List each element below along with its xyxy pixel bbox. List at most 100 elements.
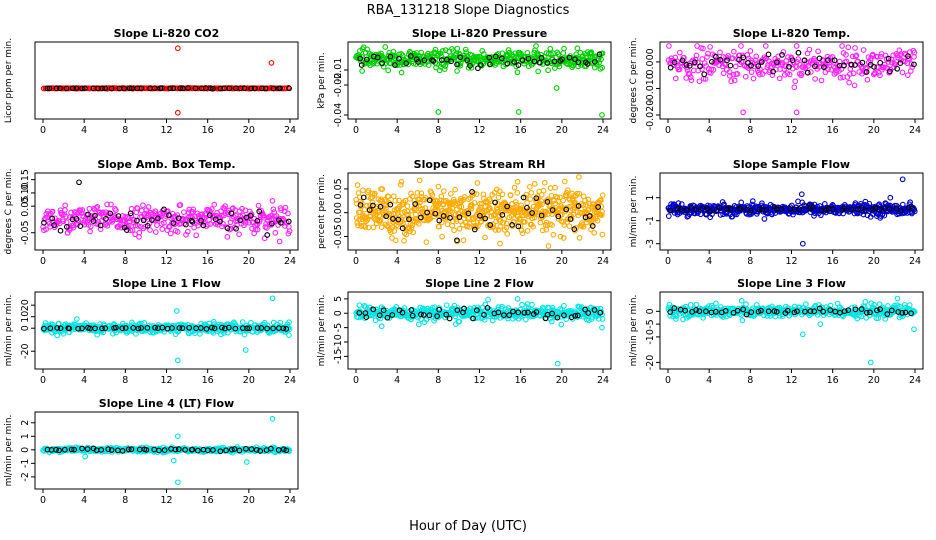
outlier-point xyxy=(899,176,906,183)
data-point xyxy=(268,220,275,227)
x-tick-label: 4 xyxy=(706,256,712,267)
data-point xyxy=(524,49,531,56)
panel-frame xyxy=(659,291,924,370)
data-point xyxy=(77,223,84,230)
data-point xyxy=(499,55,505,62)
panel-points xyxy=(40,295,293,364)
x-tick-label: 12 xyxy=(785,125,797,136)
outlier-point xyxy=(887,194,894,201)
data-point xyxy=(166,212,172,219)
y-tick-label: 0 xyxy=(645,308,656,314)
data-point xyxy=(448,58,455,65)
data-point xyxy=(454,61,460,68)
data-point xyxy=(825,66,831,73)
data-point xyxy=(126,85,133,92)
outlier-point xyxy=(174,109,181,116)
data-point xyxy=(49,208,56,215)
data-point xyxy=(839,43,845,49)
x-tick-label: 20 xyxy=(243,375,255,386)
data-point xyxy=(286,228,293,234)
data-point xyxy=(560,197,567,204)
data-point xyxy=(387,53,394,60)
data-point xyxy=(211,201,218,208)
data-point xyxy=(863,66,870,72)
panel-title: Slope Li-820 CO2 xyxy=(114,27,220,40)
x-tick-label: 12 xyxy=(785,256,797,267)
y-tick-label: 0.00 xyxy=(333,202,344,223)
data-point xyxy=(704,54,710,60)
data-point xyxy=(666,43,672,49)
data-point xyxy=(378,224,385,231)
data-point xyxy=(795,56,802,62)
y-tick-label: 0.10 xyxy=(20,182,31,203)
data-point xyxy=(81,85,88,92)
data-point xyxy=(464,57,470,63)
data-point xyxy=(545,243,552,249)
data-point xyxy=(748,69,755,76)
x-tick-label: 4 xyxy=(394,256,400,267)
data-point xyxy=(73,85,80,91)
data-point xyxy=(152,208,159,215)
x-tick-label: 24 xyxy=(284,495,296,506)
x-tick-label: 16 xyxy=(515,375,527,386)
x-tick-label: 20 xyxy=(243,495,255,506)
data-point xyxy=(140,217,147,224)
data-point xyxy=(877,59,884,66)
data-point xyxy=(524,228,531,234)
data-point xyxy=(519,230,526,237)
data-point xyxy=(514,190,521,196)
data-point xyxy=(795,49,802,56)
data-point xyxy=(364,217,371,223)
data-point xyxy=(92,212,98,219)
data-point xyxy=(416,177,423,184)
outlier-point xyxy=(174,45,181,52)
data-point xyxy=(218,213,225,219)
data-point xyxy=(436,67,443,74)
x-tick-label: 8 xyxy=(435,125,441,136)
data-point xyxy=(882,52,889,59)
data-point xyxy=(462,46,469,53)
data-point xyxy=(527,196,534,202)
data-point xyxy=(576,174,582,180)
data-point xyxy=(358,62,365,68)
data-point xyxy=(102,85,109,92)
data-point xyxy=(70,85,76,92)
data-point xyxy=(574,45,581,52)
data-point xyxy=(847,71,853,78)
data-point xyxy=(452,186,458,193)
data-point xyxy=(217,218,223,225)
data-point xyxy=(224,233,231,240)
x-tick-label: 20 xyxy=(243,125,255,136)
data-point xyxy=(687,74,694,81)
data-point xyxy=(566,223,573,230)
data-point xyxy=(357,55,364,62)
data-point xyxy=(237,217,244,224)
data-point xyxy=(151,85,158,92)
data-point xyxy=(473,191,480,197)
data-point xyxy=(449,222,456,229)
panel-points xyxy=(665,43,918,116)
outlier-point xyxy=(553,85,560,91)
data-point xyxy=(805,62,812,69)
data-point xyxy=(756,71,763,78)
data-point xyxy=(598,56,604,63)
data-point xyxy=(376,218,383,225)
data-point xyxy=(435,183,442,190)
outlier-point xyxy=(894,295,901,302)
data-point xyxy=(174,228,181,235)
data-point xyxy=(43,226,49,233)
data-point xyxy=(221,85,228,92)
x-tick-label: 8 xyxy=(435,375,441,386)
data-point xyxy=(85,211,91,218)
x-tick-label: 24 xyxy=(909,375,921,386)
panel-ylabel: ml/min per min. xyxy=(629,176,639,248)
data-point xyxy=(167,85,174,92)
data-point xyxy=(803,301,809,307)
panel-points xyxy=(353,296,606,367)
data-point xyxy=(60,218,67,225)
data-point xyxy=(154,215,161,222)
y-tick-label: -10 xyxy=(645,329,656,345)
data-point xyxy=(117,222,123,228)
data-point xyxy=(226,85,233,92)
